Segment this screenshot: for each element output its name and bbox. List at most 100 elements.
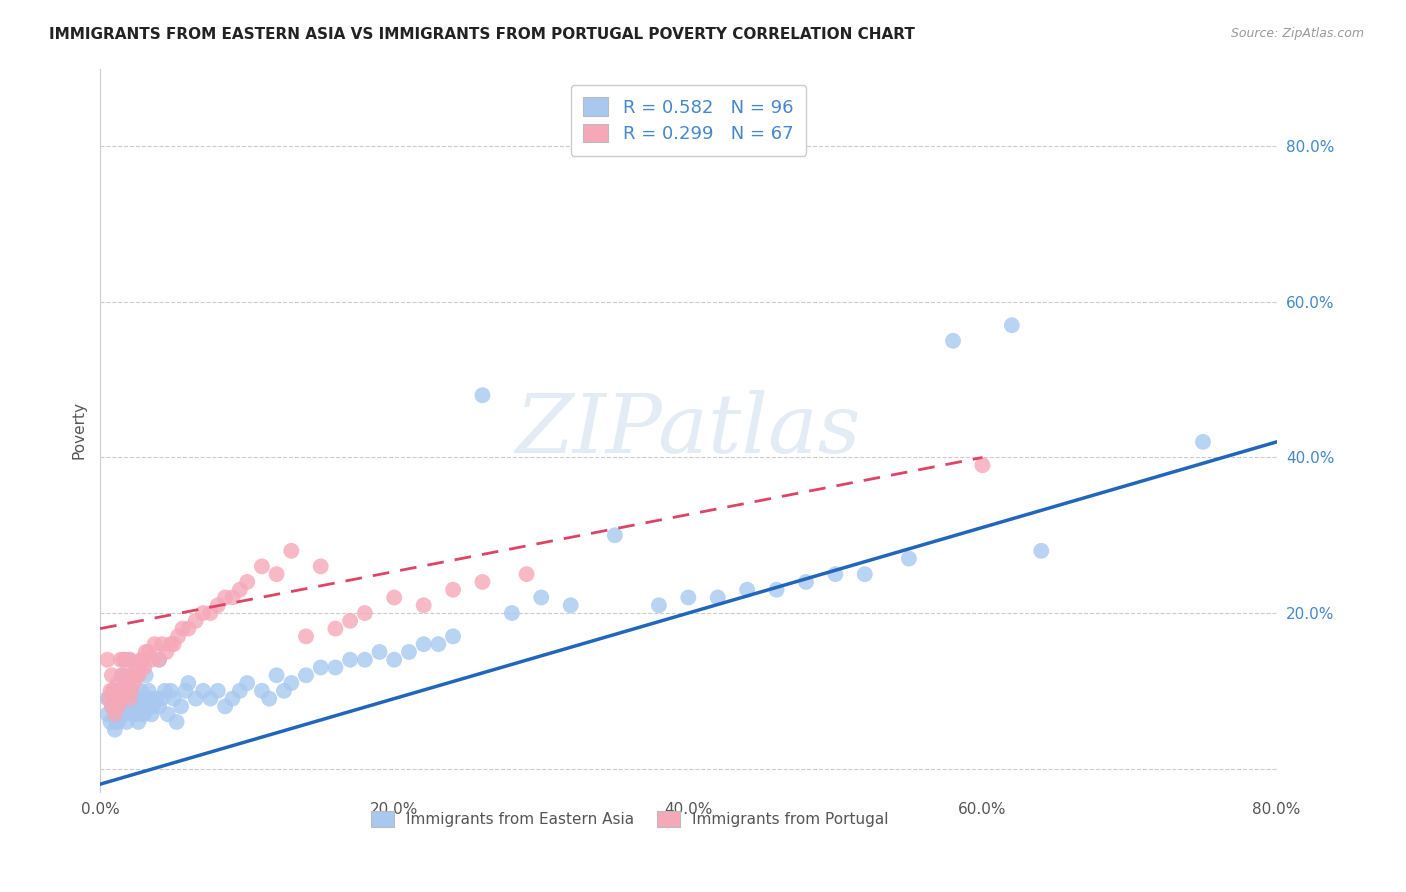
Point bbox=[166, 714, 188, 729]
Point bbox=[150, 637, 173, 651]
Point bbox=[139, 691, 162, 706]
Point bbox=[177, 676, 200, 690]
Point bbox=[101, 699, 124, 714]
Point bbox=[103, 683, 125, 698]
Point bbox=[678, 591, 700, 605]
Point bbox=[942, 334, 965, 348]
Point bbox=[603, 528, 626, 542]
Point bbox=[471, 388, 494, 402]
Point bbox=[96, 707, 118, 722]
Point bbox=[105, 699, 128, 714]
Point bbox=[221, 591, 243, 605]
Point bbox=[127, 714, 149, 729]
Point bbox=[309, 660, 332, 674]
Point bbox=[214, 699, 236, 714]
Point bbox=[273, 683, 295, 698]
Point bbox=[107, 699, 129, 714]
Point bbox=[765, 582, 787, 597]
Point bbox=[266, 668, 288, 682]
Point bbox=[112, 683, 135, 698]
Point bbox=[108, 683, 131, 698]
Point bbox=[111, 668, 134, 682]
Point bbox=[170, 699, 193, 714]
Point bbox=[339, 614, 361, 628]
Point bbox=[250, 559, 273, 574]
Point bbox=[412, 599, 434, 613]
Text: IMMIGRANTS FROM EASTERN ASIA VS IMMIGRANTS FROM PORTUGAL POVERTY CORRELATION CHA: IMMIGRANTS FROM EASTERN ASIA VS IMMIGRAN… bbox=[49, 27, 915, 42]
Point bbox=[648, 599, 671, 613]
Point bbox=[135, 645, 157, 659]
Point bbox=[441, 629, 464, 643]
Point bbox=[280, 544, 302, 558]
Point bbox=[115, 699, 138, 714]
Point bbox=[121, 683, 143, 698]
Point bbox=[132, 653, 155, 667]
Point bbox=[236, 676, 259, 690]
Point bbox=[266, 567, 288, 582]
Point bbox=[134, 660, 156, 674]
Point bbox=[125, 691, 148, 706]
Point bbox=[128, 699, 150, 714]
Point bbox=[148, 653, 170, 667]
Point bbox=[134, 691, 156, 706]
Point bbox=[110, 683, 132, 698]
Point bbox=[121, 668, 143, 682]
Point bbox=[382, 653, 405, 667]
Point bbox=[131, 683, 153, 698]
Point bbox=[295, 629, 318, 643]
Point bbox=[135, 668, 157, 682]
Point bbox=[111, 668, 134, 682]
Point bbox=[794, 574, 817, 589]
Point bbox=[111, 691, 134, 706]
Point bbox=[128, 660, 150, 674]
Y-axis label: Poverty: Poverty bbox=[72, 401, 86, 459]
Point bbox=[143, 637, 166, 651]
Point bbox=[141, 653, 163, 667]
Point bbox=[111, 691, 134, 706]
Point bbox=[368, 645, 391, 659]
Point bbox=[560, 599, 582, 613]
Point bbox=[156, 707, 179, 722]
Text: ZIPatlas: ZIPatlas bbox=[516, 390, 860, 470]
Point bbox=[207, 683, 229, 698]
Point bbox=[353, 606, 375, 620]
Point bbox=[104, 707, 127, 722]
Point bbox=[325, 622, 347, 636]
Point bbox=[100, 714, 122, 729]
Point bbox=[163, 637, 186, 651]
Point bbox=[1031, 544, 1053, 558]
Point bbox=[229, 582, 252, 597]
Point bbox=[127, 668, 149, 682]
Point bbox=[163, 691, 186, 706]
Point bbox=[132, 707, 155, 722]
Point bbox=[120, 691, 142, 706]
Point bbox=[1192, 434, 1215, 449]
Point bbox=[398, 645, 420, 659]
Point bbox=[124, 707, 146, 722]
Point bbox=[441, 582, 464, 597]
Point bbox=[191, 683, 214, 698]
Point bbox=[131, 653, 153, 667]
Point bbox=[207, 599, 229, 613]
Point bbox=[145, 691, 167, 706]
Point bbox=[120, 683, 142, 698]
Point bbox=[112, 699, 135, 714]
Point bbox=[96, 691, 118, 706]
Point bbox=[309, 559, 332, 574]
Point bbox=[142, 699, 165, 714]
Point bbox=[104, 707, 127, 722]
Point bbox=[471, 574, 494, 589]
Point bbox=[412, 637, 434, 651]
Point bbox=[221, 691, 243, 706]
Point bbox=[96, 653, 118, 667]
Point bbox=[110, 707, 132, 722]
Point bbox=[148, 699, 170, 714]
Point bbox=[214, 591, 236, 605]
Point bbox=[117, 699, 139, 714]
Point bbox=[229, 683, 252, 698]
Point bbox=[107, 699, 129, 714]
Point bbox=[101, 699, 124, 714]
Point bbox=[897, 551, 920, 566]
Point bbox=[167, 629, 190, 643]
Point bbox=[280, 676, 302, 690]
